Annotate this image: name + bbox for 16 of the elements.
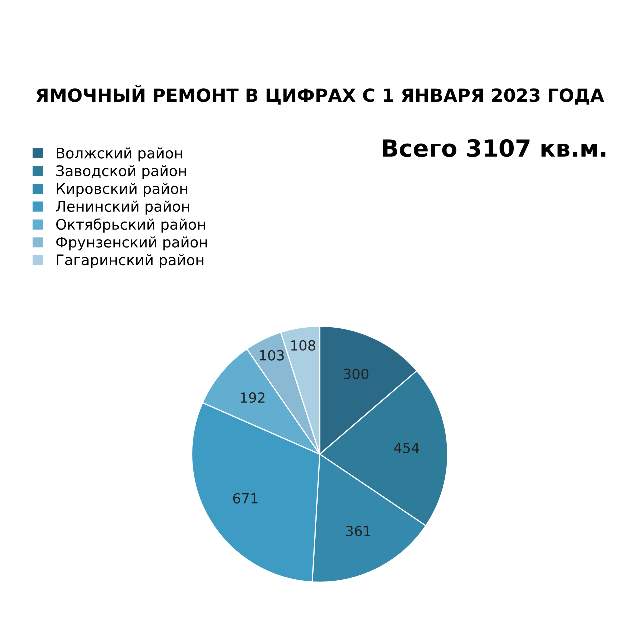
legend-label: Волжский район [57, 148, 182, 162]
data-label: 671 [233, 493, 258, 504]
legend-label: Гагаринский район [57, 254, 204, 268]
legend-label: Заводской район [56, 165, 186, 180]
data-label: 103 [260, 350, 284, 361]
legend-label: Октябрьский район [56, 218, 206, 233]
data-label: 192 [241, 392, 265, 404]
legend-label: Ленинский район [56, 200, 190, 215]
legend-label: Кировский район [57, 183, 188, 198]
data-label: 454 [394, 443, 420, 454]
data-label: 300 [344, 368, 369, 380]
legend-label: Фрунзенский район [56, 236, 208, 251]
text: Всего 3107 кв.м. [383, 139, 606, 158]
data-label: 108 [291, 340, 316, 351]
chart-title: ЯМОЧНЫЙ РЕМОНТ В ЦИФРАХ С 1 ЯНВАРЯ 2023 ГОДА [36, 85, 604, 105]
data-label: 361 [346, 526, 371, 536]
